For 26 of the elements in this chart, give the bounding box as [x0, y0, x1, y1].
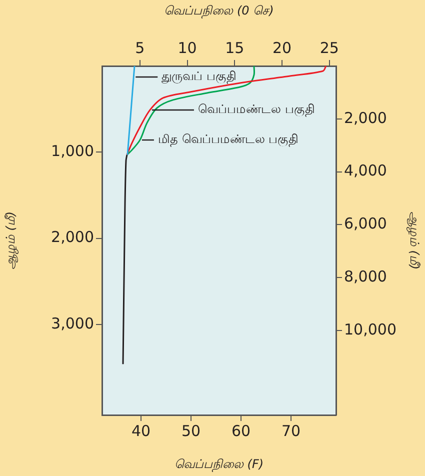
series-label: மித வெப்பமண்டல பகுதி — [158, 132, 299, 146]
y2-tick-label: 4,000 — [344, 162, 387, 180]
y-tick-label: 3,000 — [51, 314, 94, 332]
y2-tick-label: 2,000 — [344, 108, 387, 127]
x-axis-title: வெப்பநிலை (F) — [174, 456, 264, 473]
x2-tick-label: 20 — [272, 38, 292, 57]
y-tick-label: 2,000 — [51, 228, 94, 246]
y2-tick-label: 8,000 — [344, 267, 387, 286]
line-series — [122, 154, 128, 365]
x2-tick-label: 5 — [135, 38, 145, 57]
x2-tick-label: 25 — [320, 38, 339, 57]
y-axis-title: ஆழம் (மீ) — [3, 211, 20, 270]
series-label: வெப்பமண்டல பகுதி — [198, 102, 315, 116]
x2-tick-label: 10 — [178, 38, 197, 57]
x2-tick-label: 15 — [225, 38, 244, 57]
y2-axis-title: ஆழம் (மீ) — [406, 211, 422, 270]
y2-tick-label: 10,000 — [344, 320, 396, 338]
y-tick-label: 1,000 — [51, 142, 94, 160]
x-tick-label: 40 — [131, 422, 151, 440]
x2-axis-title: வெப்பநிலை (0 செ) — [164, 3, 274, 20]
x-tick-label: 60 — [231, 422, 251, 440]
y2-tick-label: 6,000 — [344, 214, 387, 233]
x-tick-label: 50 — [181, 422, 201, 440]
line-series — [126, 66, 327, 156]
text: துருவப் பகுதி — [162, 69, 236, 84]
x-tick-label: 70 — [281, 422, 301, 440]
